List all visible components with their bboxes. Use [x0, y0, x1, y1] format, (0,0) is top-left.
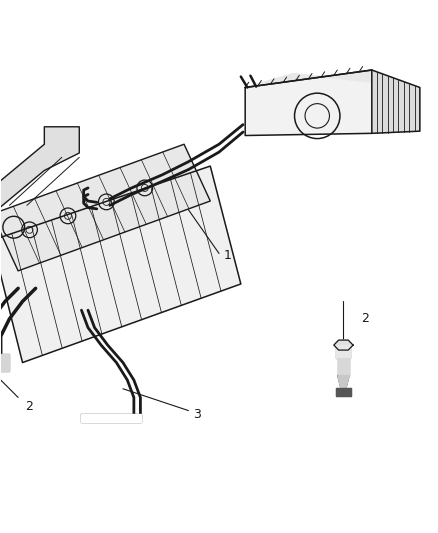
Text: 1: 1	[223, 249, 231, 262]
Polygon shape	[336, 345, 350, 358]
Polygon shape	[336, 388, 351, 395]
Polygon shape	[338, 376, 349, 388]
Text: 2: 2	[25, 400, 32, 413]
Polygon shape	[245, 70, 372, 135]
Polygon shape	[0, 354, 10, 372]
Text: 2: 2	[361, 312, 369, 325]
Polygon shape	[0, 144, 210, 271]
Text: 3: 3	[193, 408, 201, 422]
Polygon shape	[334, 340, 353, 350]
Polygon shape	[372, 70, 420, 133]
Polygon shape	[245, 70, 420, 87]
Polygon shape	[0, 166, 241, 362]
Polygon shape	[81, 414, 141, 422]
Polygon shape	[338, 358, 349, 376]
Polygon shape	[0, 127, 79, 214]
